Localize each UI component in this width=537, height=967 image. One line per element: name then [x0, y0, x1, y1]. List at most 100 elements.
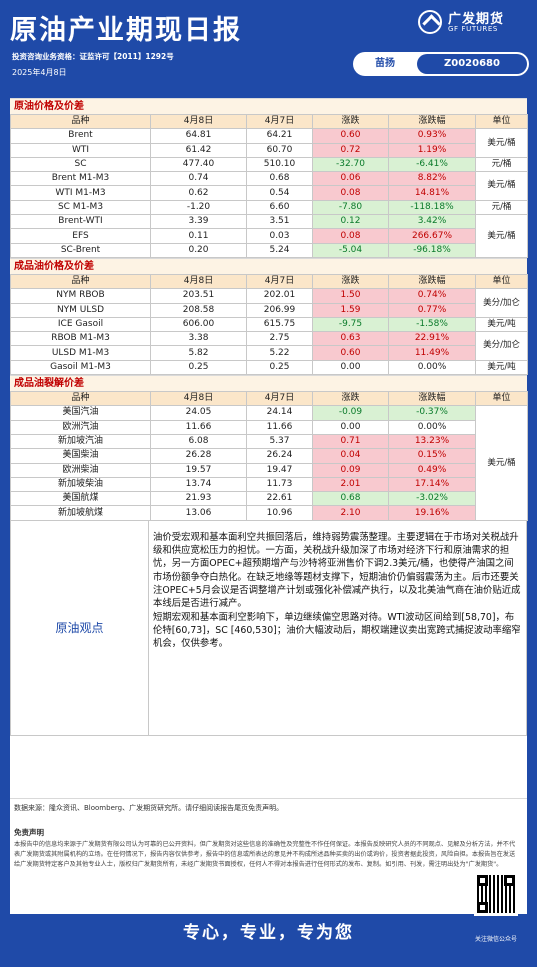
table-row: SC-Brent 0.20 5.24 -5.04 -96.18%	[10, 242, 528, 258]
crude-view-box: 原油观点 油价受宏观和基本面利空共振回落后，维持弱势震荡整理。主要逻辑在于市场对…	[10, 520, 527, 736]
table-cell: 6.08	[150, 433, 247, 450]
table-cell: NYM ULSD	[10, 302, 151, 318]
table-cell: 0.25	[150, 359, 247, 376]
column-header: 4月7日	[246, 273, 313, 290]
table-cell: 0.62	[150, 185, 247, 201]
column-header: 单位	[475, 273, 528, 290]
table-cell: 10.96	[246, 505, 313, 521]
table-cell: 19.47	[246, 462, 313, 478]
table-cell: 美国航煤	[10, 491, 151, 507]
table-row: Brent 64.81 64.21 0.60 0.93% 美元/桶	[10, 128, 528, 158]
column-header: 4月7日	[246, 391, 313, 407]
table-row: Brent M1-M3 0.74 0.68 0.06 8.82% 美元/桶	[10, 171, 528, 201]
table-cell: 0.60	[312, 345, 389, 361]
table-cell: 0.49%	[388, 462, 476, 478]
table-row: 新加坡柴油 13.74 11.73 2.01 17.14%	[10, 476, 528, 493]
table-row: NYM RBOB 203.51 202.01 1.50 0.74% 美分/加仑	[10, 288, 528, 318]
table-cell: 0.15%	[388, 448, 476, 464]
table-cell: 0.54	[246, 185, 313, 201]
qr-caption: 关注微信公众号	[474, 936, 517, 943]
table-cell: 0.09	[312, 462, 389, 478]
table-row: 美国汽油 24.05 24.14 -0.09 -0.37% 美元/桶	[10, 405, 528, 521]
table-cell: -7.80	[312, 199, 389, 216]
table-cell: -3.02%	[388, 491, 476, 507]
column-header: 单位	[475, 391, 528, 407]
unit-cell: 美元/桶	[475, 214, 528, 258]
unit-cell: 美分/加仑	[475, 288, 528, 318]
table-cell: 0.08	[312, 228, 389, 244]
table-cell: 0.04	[312, 448, 389, 464]
author-license-id: Z0020680	[417, 54, 527, 74]
column-header: 涨跌幅	[388, 273, 476, 290]
crude-price-table: 品种 4月8日 4月7日 涨跌 涨跌幅 单位 Brent 64.81 64.21 0.60 0.9…	[10, 113, 528, 258]
table-cell: 11.49%	[388, 345, 476, 361]
table-cell: 5.22	[246, 345, 313, 361]
table-row: ULSD M1-M3 5.82 5.22 0.60 11.49%	[10, 345, 528, 361]
table-cell: 0.25	[246, 359, 313, 376]
table-row: EFS 0.11 0.03 0.08 266.67%	[10, 228, 528, 244]
table-cell: 0.60	[312, 128, 389, 144]
table-cell: 13.23%	[388, 433, 476, 450]
table-cell: 0.77%	[388, 302, 476, 318]
table-cell: 19.57	[150, 462, 247, 478]
table-cell: WTI M1-M3	[10, 185, 151, 201]
column-header: 涨跌	[312, 113, 389, 130]
table-cell: 2.01	[312, 476, 389, 493]
table-cell: 0.08	[312, 185, 389, 201]
view-paragraph: 短期宏观和基本面利空影响下，单边继续偏空思路对待。WTI波动区间给到[58,70…	[153, 611, 521, 650]
column-header: 品种	[10, 113, 151, 130]
products-section-title: 成品油价格及价差	[10, 257, 527, 274]
license-text: 投资咨询业务资格：证监许可【2011】1292号	[12, 52, 174, 61]
table-cell: -5.04	[312, 242, 389, 258]
table-cell: Brent-WTI	[10, 214, 151, 230]
table-cell: -9.75	[312, 316, 389, 333]
table-cell: 22.61	[246, 491, 313, 507]
table-cell: Brent	[10, 128, 151, 144]
qr-corner-icon	[477, 875, 488, 886]
table-cell: 欧洲柴油	[10, 462, 151, 478]
table-cell: 新加坡柴油	[10, 476, 151, 493]
table-cell: 13.74	[150, 476, 247, 493]
report-date: 2025年4月8日	[12, 68, 67, 77]
table-cell: 新加坡汽油	[10, 433, 151, 450]
table-cell: -6.41%	[388, 156, 476, 173]
table-cell: 11.66	[246, 419, 313, 435]
table-cell: 6.60	[246, 199, 313, 216]
table-cell: 2.75	[246, 331, 313, 347]
table-cell: 19.16%	[388, 505, 476, 521]
table-row: 新加坡航煤 13.06 10.96 2.10 19.16%	[10, 505, 528, 521]
table-row: NYM ULSD 208.58 206.99 1.59 0.77%	[10, 302, 528, 318]
table-cell: 1.59	[312, 302, 389, 318]
slogan: 专心，专业，专为您	[183, 923, 354, 943]
table-cell: 606.00	[150, 316, 247, 333]
table-cell: 0.74	[150, 171, 247, 187]
table-cell: 64.81	[150, 128, 247, 144]
table-row: 美国柴油 26.28 26.24 0.04 0.15%	[10, 448, 528, 464]
column-header: 4月8日	[150, 113, 247, 130]
logo-text-en: GF FUTURES	[448, 25, 498, 33]
column-header: 涨跌幅	[388, 391, 476, 407]
table-cell: 0.74%	[388, 288, 476, 304]
table-cell: Brent M1-M3	[10, 171, 151, 187]
table-cell: 美国柴油	[10, 448, 151, 464]
unit-cell: 美元/吨	[475, 359, 528, 376]
table-cell: 新加坡航煤	[10, 505, 151, 521]
table-cell: ICE Gasoil	[10, 316, 151, 333]
report-header: 原油产业期现日报 广发期货 GF FUTURES 投资咨询业务资格：证监许可【2…	[0, 0, 537, 88]
column-header: 品种	[10, 391, 151, 407]
table-cell: 0.68	[312, 491, 389, 507]
table-cell: 24.14	[246, 405, 313, 421]
column-header: 4月7日	[246, 113, 313, 130]
table-cell: 60.70	[246, 142, 313, 158]
table-cell: 26.28	[150, 448, 247, 464]
table-cell: -1.58%	[388, 316, 476, 333]
table-cell: 208.58	[150, 302, 247, 318]
table-cell: 206.99	[246, 302, 313, 318]
table-cell: WTI	[10, 142, 151, 158]
table-cell: 266.67%	[388, 228, 476, 244]
table-cell: 1.50	[312, 288, 389, 304]
view-paragraph: 油价受宏观和基本面利空共振回落后，维持弱势震荡整理。主要逻辑在于市场对关税战升级…	[153, 531, 521, 610]
unit-cell: 美分/加仑	[475, 331, 528, 361]
table-row: WTI M1-M3 0.62 0.54 0.08 14.81%	[10, 185, 528, 201]
table-cell: -0.09	[312, 405, 389, 421]
